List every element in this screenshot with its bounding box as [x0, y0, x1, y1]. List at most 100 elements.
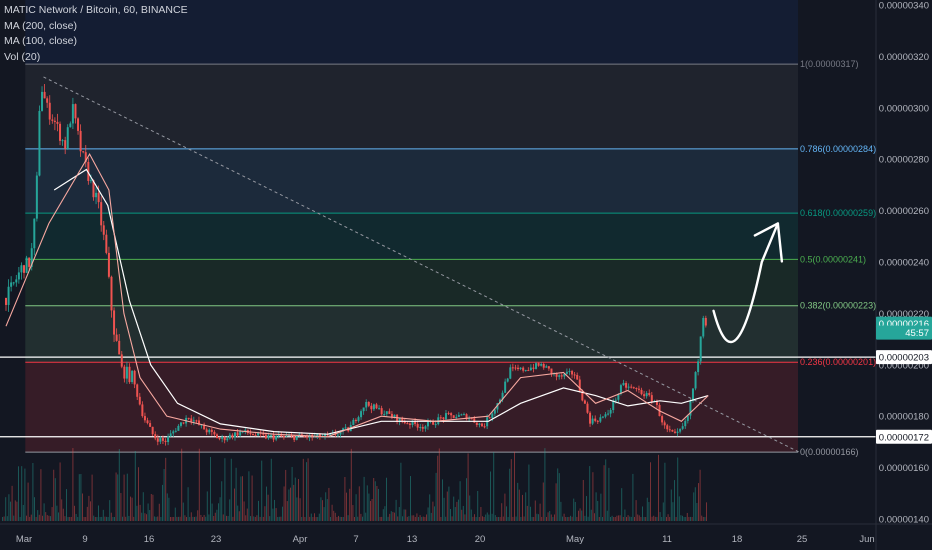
price-badge-label: 45:57	[905, 328, 929, 339]
volume-bar	[61, 499, 63, 521]
volume-bar	[152, 494, 154, 521]
candle-body	[28, 257, 31, 267]
volume-bar	[162, 484, 163, 521]
volume-bar	[232, 516, 234, 521]
candle-body	[35, 175, 38, 219]
candle-body	[56, 121, 59, 124]
volume-bar	[574, 501, 576, 521]
indicator-volume[interactable]: Vol (20)	[4, 50, 41, 63]
fib-zone	[25, 213, 798, 260]
volume-bar	[387, 516, 389, 521]
candle-body	[318, 433, 321, 438]
candle-body	[105, 234, 108, 253]
volume-bar	[322, 500, 323, 521]
volume-bar	[600, 493, 602, 521]
volume-bar	[253, 516, 255, 521]
candle-body	[514, 367, 517, 369]
volume-bar	[259, 516, 261, 521]
volume-bar	[3, 516, 5, 521]
candle-body	[648, 393, 651, 396]
volume-bar	[670, 489, 672, 521]
chart-legend: MATIC Network / Bitcoin, 60, BINANCE MA …	[4, 3, 188, 65]
price-tick-label: 0.00000180	[879, 412, 929, 423]
volume-bar	[323, 507, 325, 521]
volume-bar	[632, 473, 634, 521]
candle-body	[614, 399, 617, 401]
price-tick-label: 0.00000200	[879, 360, 929, 371]
candle-body	[640, 389, 643, 395]
candle-body	[272, 434, 275, 440]
volume-bar	[550, 514, 552, 521]
volume-bar	[205, 516, 207, 521]
candle-body	[71, 104, 74, 124]
volume-bar	[202, 517, 203, 521]
volume-bar	[490, 471, 491, 521]
candle-body	[118, 340, 121, 355]
candle-body	[398, 417, 401, 422]
volume-bar	[350, 448, 352, 521]
candle-body	[285, 435, 288, 437]
volume-bar	[435, 472, 437, 521]
volume-bar	[502, 516, 504, 521]
indicator-ma100[interactable]: MA (100, close)	[4, 35, 77, 47]
volume-bar	[200, 514, 202, 521]
volume-bar	[602, 516, 603, 521]
volume-bar	[680, 515, 682, 521]
candle-body	[215, 434, 218, 439]
projection-arrow[interactable]	[712, 222, 780, 344]
volume-bar	[499, 516, 501, 521]
volume-bar	[542, 482, 544, 521]
trendline[interactable]	[43, 76, 800, 453]
volume-bar	[581, 510, 583, 521]
volume-bar	[646, 497, 648, 521]
volume-bar	[376, 485, 378, 521]
candle-body	[681, 426, 684, 429]
volume-bar	[482, 516, 483, 521]
date-tick-label: Jun	[859, 534, 874, 545]
volume-bar	[144, 513, 146, 521]
volume-bar	[402, 516, 403, 521]
candle-body	[53, 120, 56, 122]
candle-body	[406, 423, 409, 425]
volume-bar	[118, 449, 120, 521]
indicator-ma200[interactable]: MA (200, close)	[4, 19, 77, 32]
volume-bar	[674, 480, 675, 521]
volume-bar	[626, 516, 627, 521]
volume-bar	[619, 515, 621, 521]
volume-bar	[677, 457, 679, 521]
volume-bar	[170, 516, 171, 521]
price-axis[interactable]	[876, 0, 932, 550]
candle-body	[79, 130, 82, 152]
date-tick-label: Apr	[293, 534, 308, 545]
candle-body	[496, 403, 499, 410]
volume-bar	[58, 512, 59, 521]
volume-bar	[78, 474, 80, 521]
volume-bar	[630, 516, 632, 521]
volume-bar	[56, 505, 58, 521]
volume-bar	[158, 503, 160, 521]
volume-bar	[261, 460, 263, 521]
volume-bar	[597, 500, 599, 521]
price-badge	[876, 429, 932, 444]
candle-body	[223, 436, 226, 441]
candle-body	[632, 387, 635, 389]
symbol-header[interactable]: MATIC Network / Bitcoin, 60, BINANCE	[4, 4, 188, 16]
candle-body	[504, 381, 507, 393]
volume-bar	[706, 502, 707, 521]
volume-bar	[605, 459, 607, 521]
volume-bar	[315, 516, 317, 521]
candle-body	[95, 192, 98, 198]
volume-bar	[374, 481, 376, 521]
volume-bar	[219, 497, 221, 521]
candle-body	[589, 412, 592, 424]
volume-bar	[166, 493, 168, 521]
candle-body	[607, 413, 610, 415]
volume-bar	[701, 515, 703, 521]
volume-bar	[459, 481, 461, 521]
volume-bar	[363, 476, 365, 521]
volume-bar	[443, 497, 445, 521]
candle-body	[30, 248, 33, 267]
volume-bar	[461, 509, 463, 521]
